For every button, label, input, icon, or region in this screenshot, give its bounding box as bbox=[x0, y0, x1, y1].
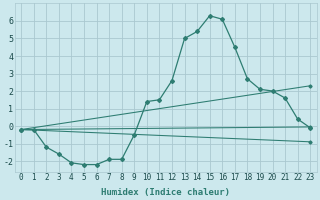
X-axis label: Humidex (Indice chaleur): Humidex (Indice chaleur) bbox=[101, 188, 230, 197]
